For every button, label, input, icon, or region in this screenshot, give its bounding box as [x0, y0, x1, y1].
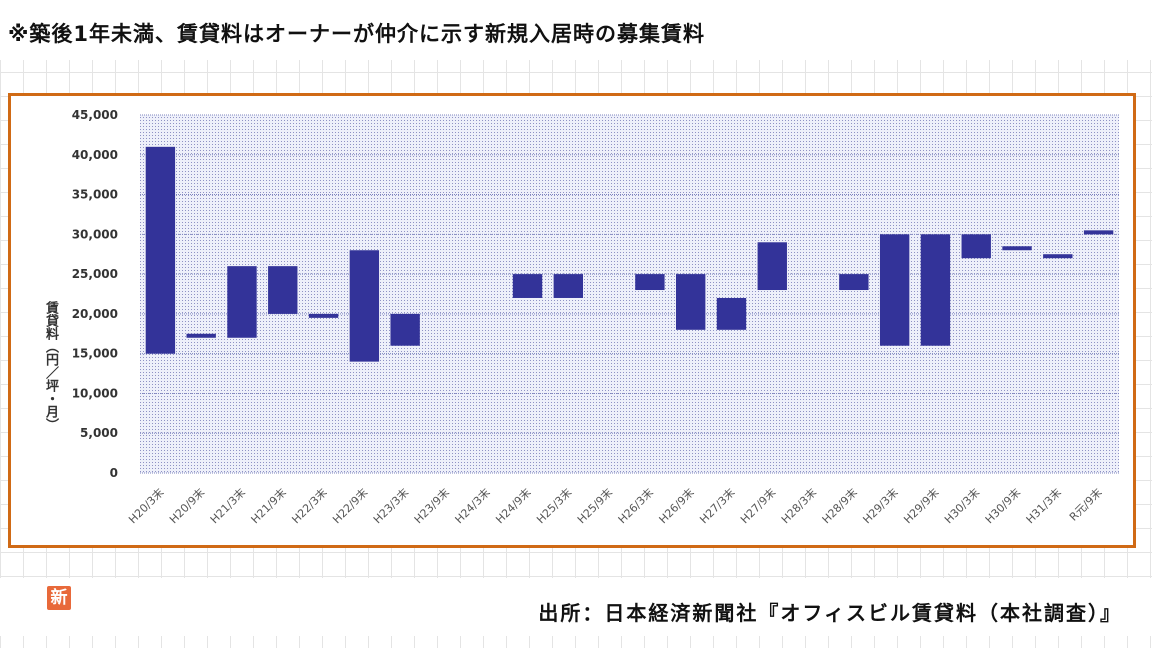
x-tick-label: H24/9末 [493, 485, 534, 526]
chart-note: ※築後1年未満、賃貸料はオーナーが仲介に示す新規入居時の募集賃料 [8, 22, 706, 46]
range-bar [920, 234, 951, 346]
range-bar [635, 274, 665, 291]
range-bar [512, 274, 543, 298]
range-bar [553, 274, 583, 298]
x-tick-label: H26/9末 [656, 485, 697, 526]
x-tick-label: H29/9末 [901, 485, 942, 526]
range-bar [757, 242, 787, 291]
range-bar [839, 274, 869, 291]
x-tick-label: H27/3末 [697, 485, 738, 526]
x-tick-label: H27/9末 [737, 485, 778, 526]
chart-frame: 0 5,000 10,000 15,000 20,000 25,000 30,000 35,0… [8, 93, 1136, 610]
x-tick-label: H26/3末 [615, 485, 656, 526]
plot-dot-texture [140, 115, 1119, 473]
x-tick-label: H23/3末 [370, 485, 411, 526]
range-bar [1083, 230, 1114, 235]
range-bar [961, 234, 991, 259]
x-tick-label: H30/3末 [941, 485, 982, 526]
x-tick-label: H23/9末 [411, 485, 452, 526]
range-bar [268, 266, 298, 314]
y-tick-label: 35,000 [72, 188, 118, 202]
new-badge-icon: 新 [47, 586, 71, 610]
x-tick-label: H21/9末 [248, 485, 289, 526]
y-tick-label: 25,000 [72, 267, 118, 281]
y-tick-label: 30,000 [72, 227, 118, 241]
x-tick-label: H25/3末 [533, 485, 574, 526]
y-axis-label: 賃貸料（円／坪・月） [43, 301, 58, 431]
y-tick-label: 5,000 [80, 426, 118, 440]
x-tick-label: H29/3末 [860, 485, 901, 526]
x-tick-label: H31/3末 [1023, 485, 1064, 526]
range-bar [145, 146, 176, 354]
footer-band [0, 578, 1152, 636]
range-bar [1002, 246, 1032, 251]
source-citation: 出所：日本経済新聞社『オフィスビル賃貸料（本社調査）』 [538, 601, 1122, 625]
x-tick-label: H30/9末 [982, 485, 1023, 526]
range-bar [349, 250, 380, 362]
x-tick-label: H28/9末 [819, 485, 860, 526]
x-tick-label: R元/9末 [1066, 485, 1104, 523]
range-bar [716, 297, 747, 330]
x-tick-label: H24/3末 [452, 485, 493, 526]
y-tick-label: 15,000 [72, 347, 118, 361]
range-bar [676, 274, 706, 330]
y-tick-label: 0 [110, 466, 118, 480]
range-bar [390, 313, 420, 346]
range-bar [1043, 254, 1073, 259]
range-bar [879, 234, 910, 346]
floating-bar-chart: 0 5,000 10,000 15,000 20,000 25,000 30,000 35,0… [72, 108, 1119, 526]
range-bar [227, 266, 257, 338]
x-tick-label: H22/3末 [289, 485, 330, 526]
x-tick-label: H22/9末 [329, 485, 370, 526]
x-tick-label: H21/3末 [207, 485, 248, 526]
y-tick-label: 40,000 [72, 148, 118, 162]
x-tick-label: H25/9末 [574, 485, 615, 526]
title-band [0, 0, 1152, 60]
x-tick-label: H20/9末 [166, 485, 207, 526]
y-tick-label: 10,000 [72, 386, 118, 400]
range-bar [186, 333, 216, 338]
range-bar [308, 313, 339, 318]
y-tick-label: 20,000 [72, 307, 118, 321]
x-tick-label: H20/3末 [126, 485, 167, 526]
x-tick-label: H28/3末 [778, 485, 819, 526]
y-tick-label: 45,000 [72, 108, 118, 122]
